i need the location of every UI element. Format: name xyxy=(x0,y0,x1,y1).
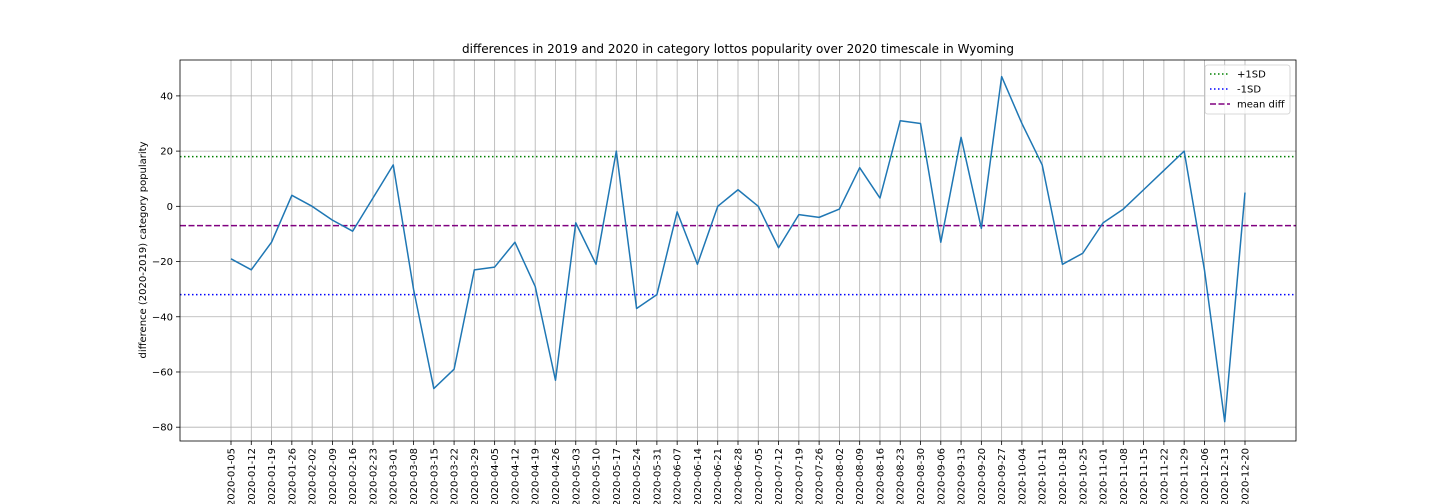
x-tick-label: 2020-09-20 xyxy=(977,448,988,504)
y-axis-label: difference (2020-2019) category populari… xyxy=(138,141,149,358)
x-tick-label: 2020-01-19 xyxy=(267,448,278,504)
x-tick-label: 2020-11-08 xyxy=(1119,448,1130,504)
x-tick-label: 2020-04-26 xyxy=(551,448,562,504)
x-tick-label: 2020-05-10 xyxy=(592,448,603,504)
x-tick-label: 2020-01-26 xyxy=(287,448,298,504)
grid xyxy=(180,60,1296,441)
x-tick-label: 2020-08-16 xyxy=(875,448,886,504)
x-tick-label: 2020-05-17 xyxy=(612,448,623,504)
x-tick-label: 2020-03-15 xyxy=(429,448,440,504)
x-tick-label: 2020-08-30 xyxy=(916,448,927,504)
x-tick-label: 2020-09-27 xyxy=(997,448,1008,504)
y-tick-label: 20 xyxy=(160,147,173,158)
x-tick-label: 2020-11-15 xyxy=(1139,448,1150,504)
x-tick-label: 2020-04-19 xyxy=(531,448,542,504)
x-tick-label: 2020-01-12 xyxy=(247,448,258,504)
x-tick-label: 2020-06-07 xyxy=(673,448,684,504)
x-tick-label: 2020-03-01 xyxy=(389,448,400,504)
legend-label: -1SD xyxy=(1237,85,1261,96)
x-tick-label: 2020-03-08 xyxy=(409,448,420,504)
x-tick-label: 2020-06-28 xyxy=(734,448,745,504)
x-tick-label: 2020-08-02 xyxy=(835,448,846,504)
x-tick-label: 2020-07-05 xyxy=(754,448,765,504)
series-line xyxy=(230,75,1246,423)
chart-title: differences in 2019 and 2020 in category… xyxy=(462,42,1014,56)
x-tick-label: 2020-11-29 xyxy=(1180,448,1191,504)
y-tick-label: −20 xyxy=(152,257,173,268)
y-axis: −80 −60 −40 −20 0 20 40 xyxy=(152,91,180,434)
x-tick-label: 2020-07-19 xyxy=(794,448,805,504)
x-tick-label: 2020-10-18 xyxy=(1058,448,1069,504)
x-tick-label: 2020-12-13 xyxy=(1220,448,1231,504)
x-tick-label: 2020-02-16 xyxy=(348,448,359,504)
x-tick-label: 2020-02-02 xyxy=(308,448,319,504)
x-tick-label: 2020-11-01 xyxy=(1099,448,1110,504)
x-tick-label: 2020-09-13 xyxy=(957,448,968,504)
y-tick-label: −60 xyxy=(152,367,173,378)
x-tick-label: 2020-11-22 xyxy=(1159,448,1170,504)
x-tick-label: 2020-05-03 xyxy=(571,448,582,504)
x-tick-label: 2020-01-05 xyxy=(227,448,238,504)
y-tick-label: −40 xyxy=(152,312,173,323)
x-tick-label: 2020-02-09 xyxy=(328,448,339,504)
x-tick-label: 2020-07-26 xyxy=(815,448,826,504)
x-tick-label: 2020-12-20 xyxy=(1241,448,1252,504)
legend-label: +1SD xyxy=(1237,70,1266,81)
x-tick-label: 2020-02-23 xyxy=(368,448,379,504)
x-tick-label: 2020-06-21 xyxy=(713,448,724,504)
x-tick-label: 2020-08-23 xyxy=(896,448,907,504)
legend: +1SD -1SD mean diff xyxy=(1204,64,1291,115)
x-tick-label: 2020-03-22 xyxy=(450,448,461,504)
x-tick-label: 2020-05-24 xyxy=(632,448,643,504)
y-tick-label: 0 xyxy=(167,202,173,213)
x-tick-label: 2020-04-05 xyxy=(490,448,501,504)
x-tick-label: 2020-10-25 xyxy=(1078,448,1089,504)
x-tick-label: 2020-10-04 xyxy=(1017,448,1028,504)
data-series xyxy=(230,75,1246,423)
x-tick-label: 2020-04-12 xyxy=(510,448,521,504)
x-tick-label: 2020-07-12 xyxy=(774,448,785,504)
x-tick-label: 2020-03-29 xyxy=(470,448,481,504)
x-tick-label: 2020-08-09 xyxy=(855,448,866,504)
x-tick-label: 2020-10-11 xyxy=(1038,448,1049,504)
x-axis: 2020-01-05 2020-01-12 2020-01-19 2020-01-26… xyxy=(227,441,1252,504)
x-tick-label: 2020-06-14 xyxy=(693,448,704,504)
legend-label: mean diff xyxy=(1237,100,1286,111)
x-tick-label: 2020-05-31 xyxy=(652,448,663,504)
reference-lines xyxy=(180,155,1296,296)
y-tick-label: −80 xyxy=(152,423,173,434)
y-tick-label: 40 xyxy=(160,91,173,102)
legend-box xyxy=(1204,64,1291,115)
x-tick-label: 2020-12-06 xyxy=(1200,448,1211,504)
x-tick-label: 2020-09-06 xyxy=(936,448,947,504)
